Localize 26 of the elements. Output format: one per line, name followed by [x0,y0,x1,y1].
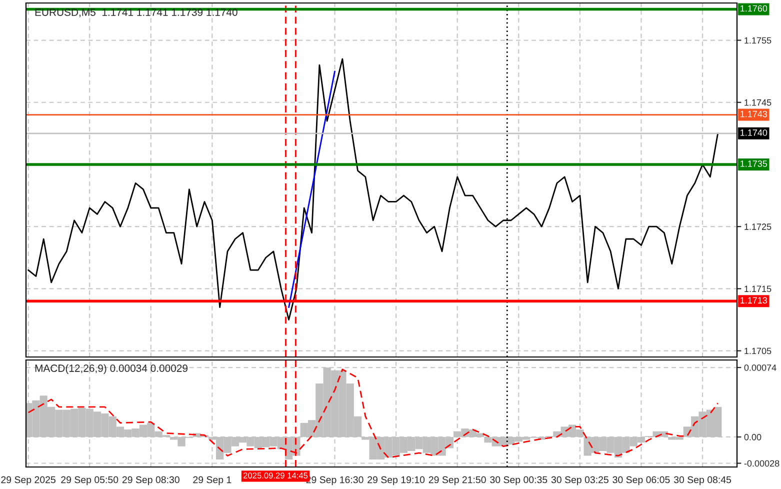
y-tick-label: 0.00 [744,434,762,440]
x-tick-label: 29 Sep 1 [193,476,232,486]
ref-line-label: 1.1735 [740,160,768,167]
x-tick-label: 29 Sep 21:50 [428,476,486,486]
text: 2025.09.29 14:45 [244,472,308,478]
x-tick-label: 30 Sep 03:25 [551,476,608,486]
y-tick-label: -0.00028 [744,460,780,467]
ref-line-label: 1.1713 [740,297,768,304]
y-tick-label: 0.00074 [744,364,776,371]
x-tick-label: 29 Sep 19:10 [368,476,425,486]
ref-line-label: 1.1740 [740,129,768,136]
y-tick-label: 1.1725 [744,224,772,230]
ref-line-label: 1.1743 [740,110,768,118]
y-tick-label: 1.1705 [744,348,772,354]
x-tick-label: 30 Sep 06:05 [612,476,670,486]
chart-title: EURUSD,M5 1.1741 1.1741 1.1739 1.1740 [35,8,238,18]
annotation: MACD(12,26,9) 0.00034 0.00029 [35,364,188,374]
x-tick-label: 29 Sep 2025 [1,476,56,486]
y-tick-label: 1.1745 [744,99,772,106]
y-tick-label: 1.1715 [744,286,772,292]
ref-line-label: 1.1760 [740,5,768,12]
x-tick-label: 29 Sep 05:50 [61,476,118,486]
x-tick-label: 30 Sep 00:35 [490,476,548,486]
x-tick-label: 30 Sep 08:45 [674,476,732,486]
y-tick-label: 1.1755 [744,37,772,44]
x-tick-label: 29 Sep 08:30 [122,476,180,486]
